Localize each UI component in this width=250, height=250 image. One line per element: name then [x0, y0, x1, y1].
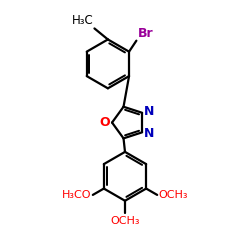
Text: H₃CO: H₃CO — [62, 190, 92, 200]
Text: Br: Br — [138, 27, 153, 40]
Text: OCH₃: OCH₃ — [110, 216, 140, 226]
Text: N: N — [144, 105, 154, 118]
Text: OCH₃: OCH₃ — [158, 190, 188, 200]
Text: O: O — [100, 116, 110, 129]
Text: N: N — [144, 127, 154, 140]
Text: H₃C: H₃C — [72, 14, 93, 27]
